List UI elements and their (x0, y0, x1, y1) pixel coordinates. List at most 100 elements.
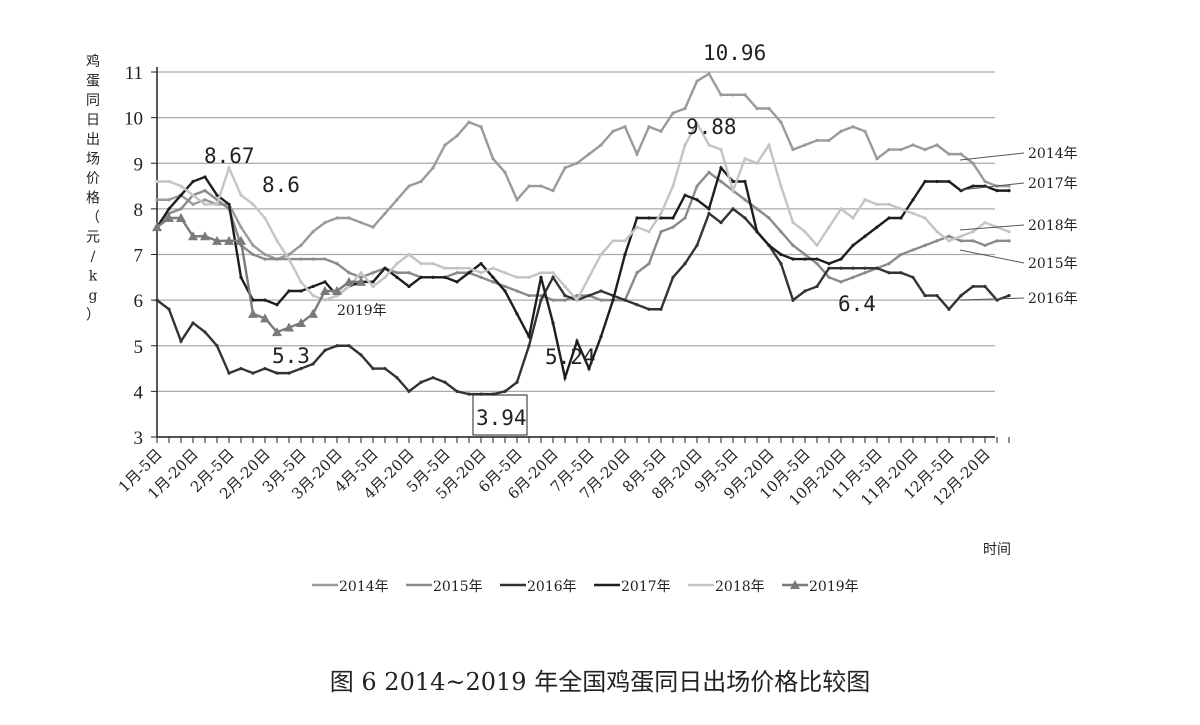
y-tick-label: 7 (134, 246, 144, 267)
point (299, 257, 303, 261)
point (503, 389, 507, 393)
y-tick-label: 8 (134, 200, 144, 221)
marker (224, 235, 234, 245)
point (551, 298, 555, 302)
point (527, 335, 531, 339)
point (371, 271, 375, 275)
point (539, 271, 543, 275)
point (683, 193, 687, 197)
point (239, 193, 243, 197)
point (923, 216, 927, 220)
point (539, 184, 543, 188)
point (167, 179, 171, 184)
point (887, 147, 891, 152)
point (935, 179, 939, 184)
point (851, 243, 855, 247)
point (527, 293, 531, 298)
point (371, 280, 375, 284)
point (803, 257, 807, 261)
legend-label: 2017年 (621, 579, 671, 595)
point (707, 207, 711, 211)
point (431, 275, 435, 279)
point (995, 189, 999, 193)
point (287, 252, 291, 257)
point (263, 216, 267, 220)
point (947, 234, 951, 238)
point (215, 202, 219, 206)
point (719, 166, 723, 170)
leader-line (959, 297, 1025, 301)
marker (236, 235, 246, 245)
annotation: 5.24 (545, 345, 596, 369)
point (875, 266, 879, 270)
point (311, 293, 315, 298)
point (527, 184, 531, 188)
point (695, 121, 699, 125)
point (179, 184, 183, 188)
legend-label: 2015年 (433, 579, 483, 595)
point (671, 184, 675, 188)
point (155, 179, 159, 184)
point (1007, 293, 1011, 298)
point (671, 216, 675, 220)
point (803, 143, 807, 147)
point (179, 193, 183, 197)
marker (308, 308, 318, 318)
marker (320, 286, 330, 295)
point (623, 125, 627, 129)
point (491, 157, 495, 161)
point (911, 275, 915, 279)
point (203, 330, 207, 334)
point (815, 262, 819, 266)
point (359, 271, 363, 275)
point (479, 262, 483, 266)
point (899, 147, 903, 152)
point (155, 198, 159, 202)
point (503, 289, 507, 293)
leader-line (959, 182, 1025, 191)
point (491, 280, 495, 284)
point (383, 266, 387, 270)
marker (152, 222, 162, 232)
point (587, 152, 591, 156)
point (419, 275, 423, 279)
point (659, 211, 663, 216)
point (527, 275, 531, 279)
annotation: 6.4 (838, 292, 876, 316)
point (563, 284, 567, 289)
point (503, 284, 507, 289)
point (851, 216, 855, 220)
point (299, 366, 303, 371)
point (647, 230, 651, 234)
point (443, 266, 447, 270)
annotation: 9.88 (686, 115, 737, 139)
point (671, 111, 675, 115)
point (863, 234, 867, 238)
point (323, 220, 327, 225)
point (683, 143, 687, 147)
point (923, 293, 927, 298)
point (779, 262, 783, 266)
annotation: 5.3 (272, 344, 310, 368)
point (407, 184, 411, 188)
point (395, 275, 399, 279)
point (443, 380, 447, 384)
series-line (157, 72, 1009, 261)
annotation: 3.94 (476, 406, 527, 430)
point (515, 380, 519, 384)
y-tick-label: 3 (134, 428, 144, 449)
point (911, 248, 915, 252)
series-line (157, 120, 1010, 303)
point (287, 257, 291, 261)
point (839, 280, 843, 284)
point (803, 289, 807, 293)
point (599, 289, 603, 293)
point (791, 257, 795, 261)
point (599, 252, 603, 257)
point (743, 157, 747, 161)
y-tick-label: 6 (134, 291, 144, 312)
point (635, 303, 639, 307)
point (299, 280, 303, 284)
y-tick-label: 10 (124, 109, 143, 130)
marker (200, 231, 210, 241)
